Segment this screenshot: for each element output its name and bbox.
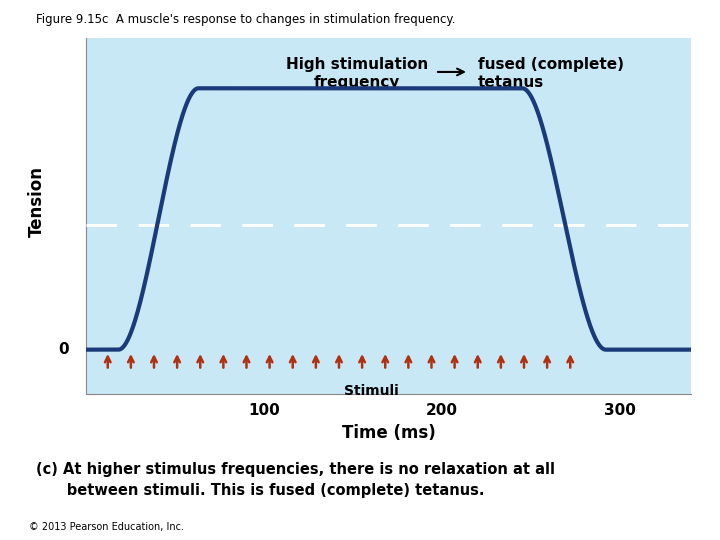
Text: (c) At higher stimulus frequencies, there is no relaxation at all: (c) At higher stimulus frequencies, ther…	[36, 462, 555, 477]
Text: Tension: Tension	[27, 166, 45, 237]
Text: fused (complete)
tetanus: fused (complete) tetanus	[478, 57, 624, 90]
Text: between stimuli. This is fused (complete) tetanus.: between stimuli. This is fused (complete…	[36, 483, 485, 498]
Text: 0: 0	[58, 342, 68, 357]
Text: Figure 9.15c  A muscle's response to changes in stimulation frequency.: Figure 9.15c A muscle's response to chan…	[36, 14, 456, 26]
Text: Stimuli: Stimuli	[343, 384, 398, 398]
Text: © 2013 Pearson Education, Inc.: © 2013 Pearson Education, Inc.	[29, 522, 184, 532]
X-axis label: Time (ms): Time (ms)	[342, 424, 436, 442]
Text: High stimulation
frequency: High stimulation frequency	[286, 57, 428, 90]
